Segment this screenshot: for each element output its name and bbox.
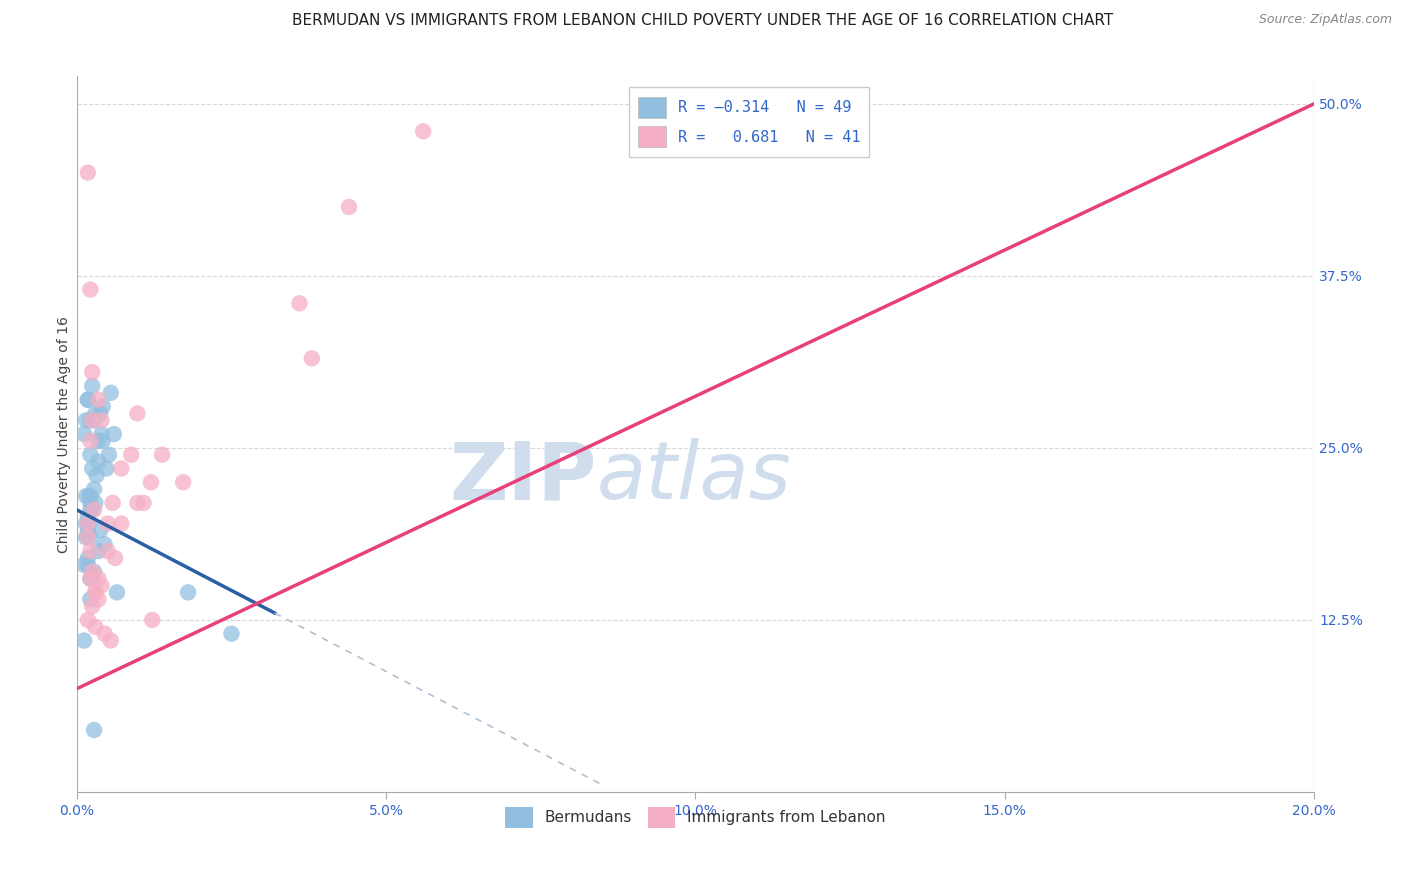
Point <box>84 585 107 599</box>
Point <box>82 413 104 427</box>
Point <box>76 392 98 407</box>
Point <box>83 723 105 737</box>
Point <box>79 572 101 586</box>
Point <box>105 585 128 599</box>
Point <box>84 620 107 634</box>
Point <box>90 578 112 592</box>
Point <box>96 461 118 475</box>
Point <box>76 509 98 524</box>
Point <box>79 413 101 427</box>
Point <box>77 489 100 503</box>
Point <box>87 434 110 448</box>
Point <box>97 516 120 531</box>
Point <box>221 626 243 640</box>
Point <box>75 530 97 544</box>
Point <box>172 475 194 490</box>
Point <box>73 558 96 572</box>
Point <box>76 551 98 566</box>
Point <box>288 296 311 310</box>
Point <box>97 544 120 558</box>
Point <box>76 613 98 627</box>
Point <box>83 482 105 496</box>
Point <box>79 489 101 503</box>
Point <box>75 516 97 531</box>
Point <box>103 427 125 442</box>
Point <box>110 461 132 475</box>
Point <box>79 572 101 586</box>
Point <box>141 613 163 627</box>
Point <box>110 516 132 531</box>
Point <box>79 503 101 517</box>
Point <box>132 496 155 510</box>
Point <box>101 496 124 510</box>
Legend: Bermudans, Immigrants from Lebanon: Bermudans, Immigrants from Lebanon <box>499 801 891 834</box>
Point <box>76 530 98 544</box>
Point <box>89 407 111 421</box>
Point <box>91 400 114 414</box>
Point <box>87 572 110 586</box>
Point <box>90 427 112 442</box>
Point <box>79 544 101 558</box>
Point <box>73 633 96 648</box>
Point <box>87 544 110 558</box>
Point <box>82 599 104 614</box>
Point <box>83 413 105 427</box>
Point <box>82 379 104 393</box>
Point <box>76 165 98 179</box>
Text: Source: ZipAtlas.com: Source: ZipAtlas.com <box>1258 13 1392 27</box>
Point <box>79 434 101 448</box>
Point <box>79 592 101 607</box>
Point <box>89 524 111 538</box>
Point <box>93 626 115 640</box>
Point <box>337 200 360 214</box>
Point <box>139 475 162 490</box>
Point <box>83 565 105 579</box>
Point <box>77 516 100 531</box>
Point <box>82 365 104 379</box>
Point <box>75 489 97 503</box>
Point <box>84 496 107 510</box>
Point <box>83 503 105 517</box>
Point <box>100 385 122 400</box>
Y-axis label: Child Poverty Under the Age of 16: Child Poverty Under the Age of 16 <box>58 316 72 552</box>
Point <box>91 434 114 448</box>
Point <box>82 565 104 579</box>
Point <box>79 496 101 510</box>
Point <box>76 558 98 572</box>
Point <box>82 503 104 517</box>
Point <box>76 524 98 538</box>
Point <box>87 592 110 607</box>
Point <box>75 413 97 427</box>
Point <box>73 427 96 442</box>
Point <box>177 585 200 599</box>
Point <box>127 496 149 510</box>
Text: atlas: atlas <box>596 438 792 516</box>
Point <box>104 551 127 566</box>
Point <box>84 585 107 599</box>
Point <box>79 283 101 297</box>
Point <box>150 448 173 462</box>
Point <box>79 530 101 544</box>
Point <box>97 448 120 462</box>
Text: ZIP: ZIP <box>449 438 596 516</box>
Point <box>127 407 149 421</box>
Point <box>87 392 110 407</box>
Point <box>84 407 107 421</box>
Point <box>412 124 434 138</box>
Point <box>86 468 108 483</box>
Point <box>100 633 122 648</box>
Point <box>87 455 110 469</box>
Point <box>79 448 101 462</box>
Point <box>76 516 98 531</box>
Point <box>120 448 142 462</box>
Point <box>90 413 112 427</box>
Text: BERMUDAN VS IMMIGRANTS FROM LEBANON CHILD POVERTY UNDER THE AGE OF 16 CORRELATIO: BERMUDAN VS IMMIGRANTS FROM LEBANON CHIL… <box>292 13 1114 29</box>
Point <box>301 351 323 366</box>
Point <box>82 461 104 475</box>
Point <box>76 392 98 407</box>
Point <box>93 537 115 551</box>
